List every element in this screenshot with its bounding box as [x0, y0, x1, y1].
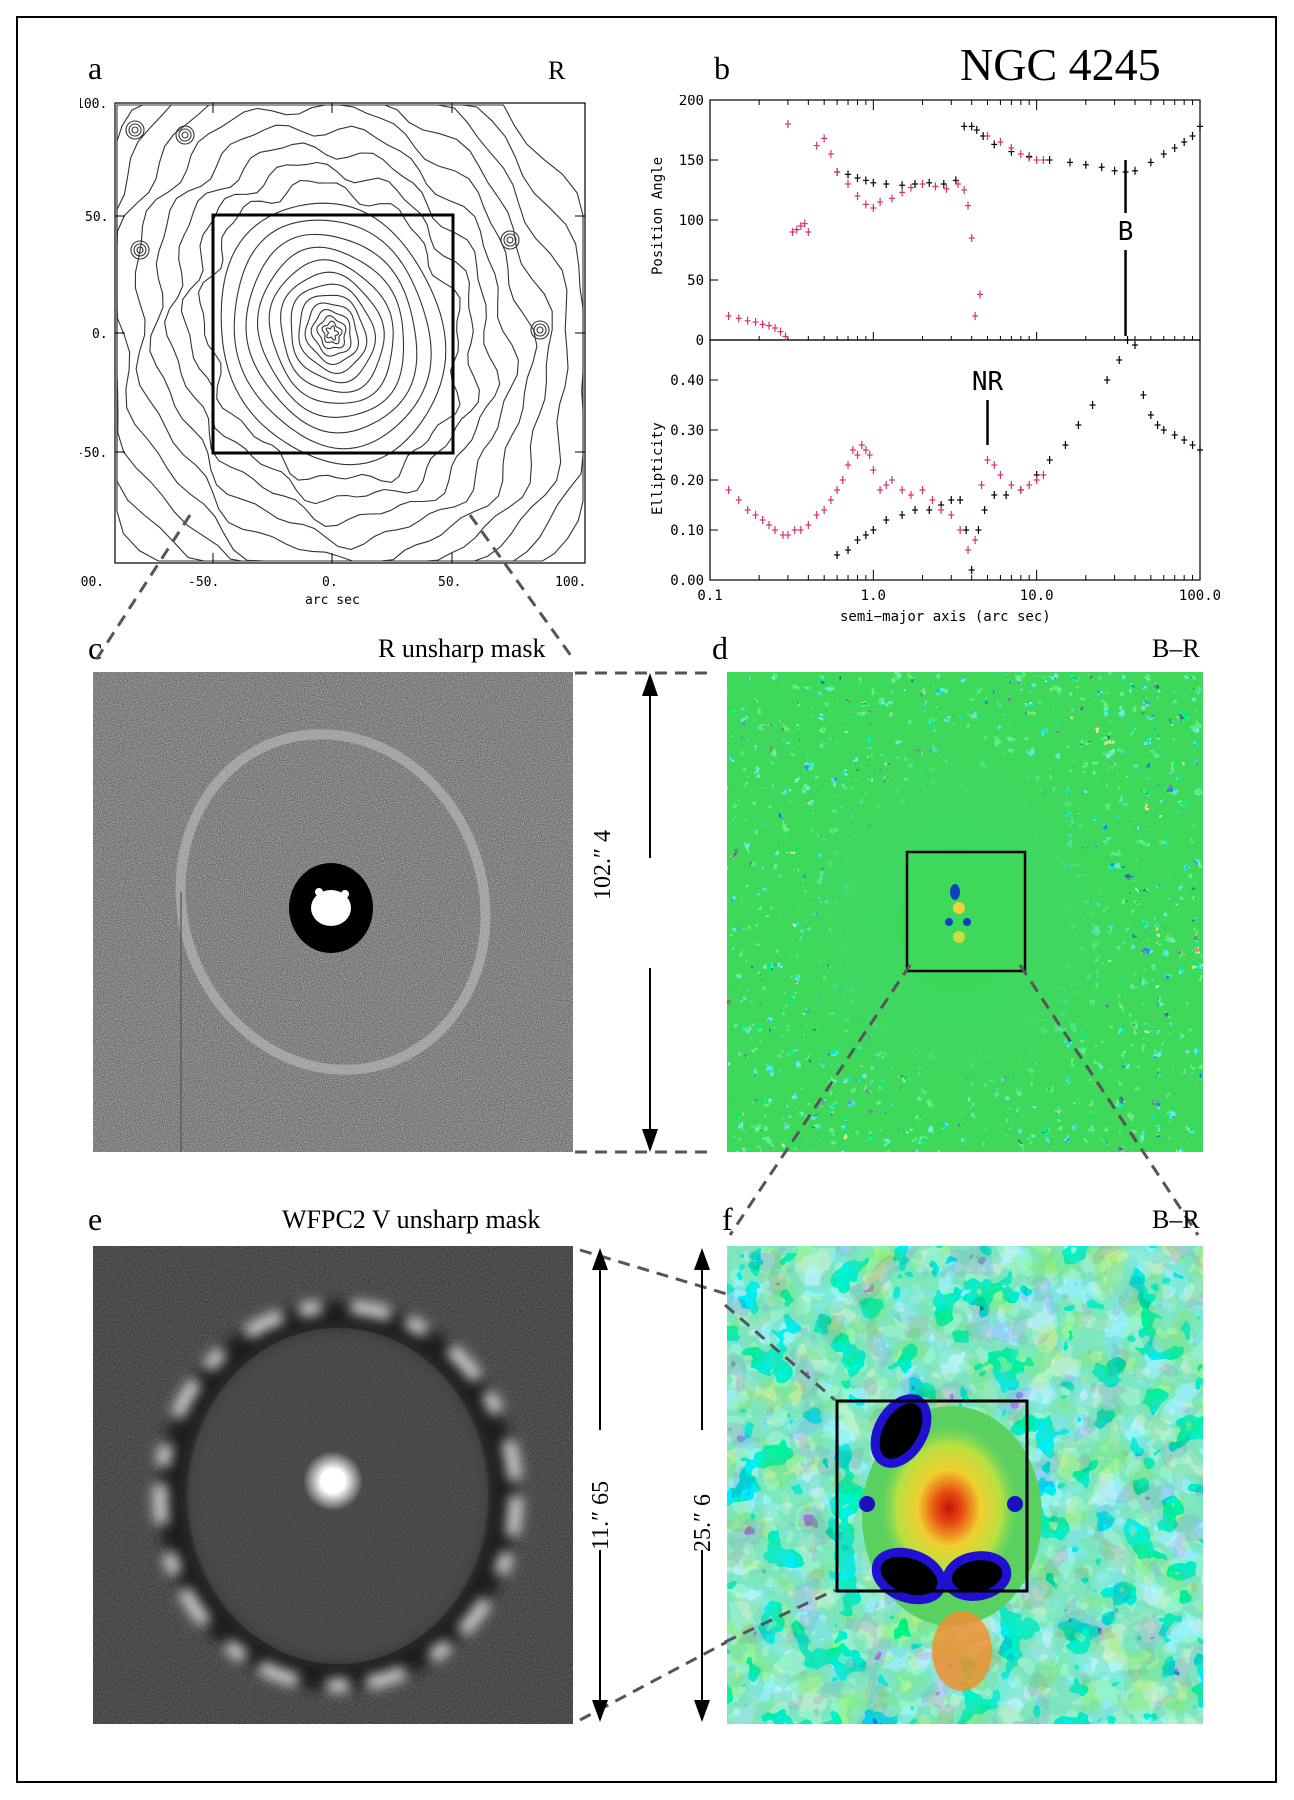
isophote-contour: [134, 104, 538, 562]
isophote-contour: [233, 219, 432, 450]
panel-e-title: WFPC2 V unsharp mask: [282, 1205, 541, 1234]
y-tick-0: 0.: [92, 327, 108, 342]
galaxy-name: NGC 4245: [960, 39, 1161, 90]
zoom-box-d: [905, 850, 1027, 973]
isophote-contour: [321, 320, 343, 345]
pa-ytick-label: 100: [679, 213, 704, 229]
ell-ytick-label: 0.30: [670, 423, 704, 439]
star-contour: [181, 131, 189, 139]
zoom-box: [211, 213, 455, 455]
isophote-contour: [180, 161, 480, 505]
pa-ytick-label: 200: [679, 95, 704, 109]
isophote-contour: [220, 202, 447, 466]
star-contour: [503, 233, 517, 247]
star-contour: [130, 240, 150, 260]
x-tick-m50: -50.: [188, 575, 219, 590]
panel-c-title: R unsharp mask: [378, 634, 546, 663]
panel-a-letter: a: [88, 50, 103, 86]
isophote-contour: [256, 246, 405, 418]
wfpc2-image: [93, 1246, 573, 1724]
star-contour: [175, 125, 195, 145]
inner-box-f: [835, 1399, 1029, 1593]
br-zoom-map: [727, 1246, 1203, 1724]
connector-a-c: [94, 514, 576, 661]
y-tick-m50: -50.: [80, 446, 107, 461]
star-contour: [131, 126, 139, 134]
star-contour: [136, 246, 144, 254]
star-contour: [500, 230, 520, 250]
panel-d-title: B–R: [1152, 634, 1200, 663]
y-tick-50: 50.: [85, 210, 108, 225]
pa-ytick-label: 0: [696, 333, 704, 349]
x-tick-0: 0.: [322, 575, 338, 590]
isophote-contour: [197, 179, 461, 483]
x-axis-label: arc sec: [305, 593, 360, 608]
panel-f-letter: f: [722, 1201, 733, 1237]
star-contour: [133, 243, 147, 257]
isophote-contour: [316, 315, 347, 350]
connector-d-f: [728, 964, 1200, 1236]
x-tick-label: 10.0: [1020, 588, 1054, 604]
isophote-contour: [116, 104, 584, 562]
ell-annotation: NR: [972, 367, 1004, 397]
scale-label-e: 11.″ 65: [588, 1480, 614, 1550]
isophote-contour: [290, 283, 376, 384]
star-contour: [128, 123, 142, 137]
panel-e-letter: e: [88, 1201, 103, 1237]
y-tick-100: 100.: [80, 97, 107, 112]
panel-f-title: B–R: [1152, 1205, 1200, 1234]
isophote-contour: [310, 308, 352, 357]
panel-b-letter: b: [714, 50, 730, 86]
figure-frame: [16, 16, 1277, 1783]
x-tick-label: 1.0: [861, 588, 886, 604]
ell-ytick-label: 0.40: [670, 373, 704, 389]
ell-ytick-label: 0.00: [670, 573, 704, 589]
scale-bar-c: [575, 671, 715, 1154]
pa-ylabel: Position Angle: [650, 157, 666, 275]
ell-ylabel: Ellipticity: [650, 422, 666, 515]
x-axis-label: semi−major axis (arc sec): [840, 609, 1051, 625]
contour-plot: 100. 50. 0. -50. -100. -100. -50. 0. 50.…: [80, 97, 586, 608]
star-contour: [178, 128, 192, 142]
isophote-contour: [298, 294, 368, 374]
scale-bar-f: [694, 1248, 710, 1722]
x-tick-100: 100.: [555, 575, 586, 590]
scale-bar-e: [579, 1248, 741, 1722]
star-contour: [506, 236, 514, 244]
scale-label-f: 25.″ 6: [690, 1494, 716, 1552]
isophote-contour: [268, 259, 394, 404]
profile-plots: 0 50 100 150 200 0.00 0.10 0.20 0.30 0.40 0.1 1.0 1…: [650, 95, 1220, 625]
panel-d-letter: d: [712, 630, 728, 666]
x-tick-50: 50.: [438, 575, 461, 590]
x-tick-m100: -100.: [80, 575, 104, 590]
star-contour: [536, 326, 544, 334]
br-color-map: [727, 672, 1203, 1152]
ell-ytick-label: 0.20: [670, 473, 704, 489]
star-contour: [533, 323, 547, 337]
star-contour: [530, 320, 550, 340]
x-tick-label: 100.0: [1179, 588, 1220, 604]
isophote-contour: [245, 233, 418, 434]
scale-label-c: 102.″ 4: [590, 830, 616, 900]
isophote-contour: [325, 325, 340, 341]
connector-e-f: [724, 1303, 836, 1644]
x-tick-label: 0.1: [697, 588, 722, 604]
pa-ytick-label: 50: [687, 273, 704, 289]
isophote-contour: [280, 271, 385, 393]
pa-ytick-label: 150: [679, 153, 704, 169]
isophote-contour: [304, 302, 360, 366]
isophote-contour: [164, 142, 501, 527]
panel-a-band: R: [548, 56, 566, 85]
star-contour: [125, 120, 145, 140]
r-unsharp-image: [93, 672, 573, 1152]
ell-ytick-label: 0.10: [670, 523, 704, 539]
isophote-contour: [149, 124, 519, 550]
pa-annotation: B: [1118, 217, 1134, 247]
